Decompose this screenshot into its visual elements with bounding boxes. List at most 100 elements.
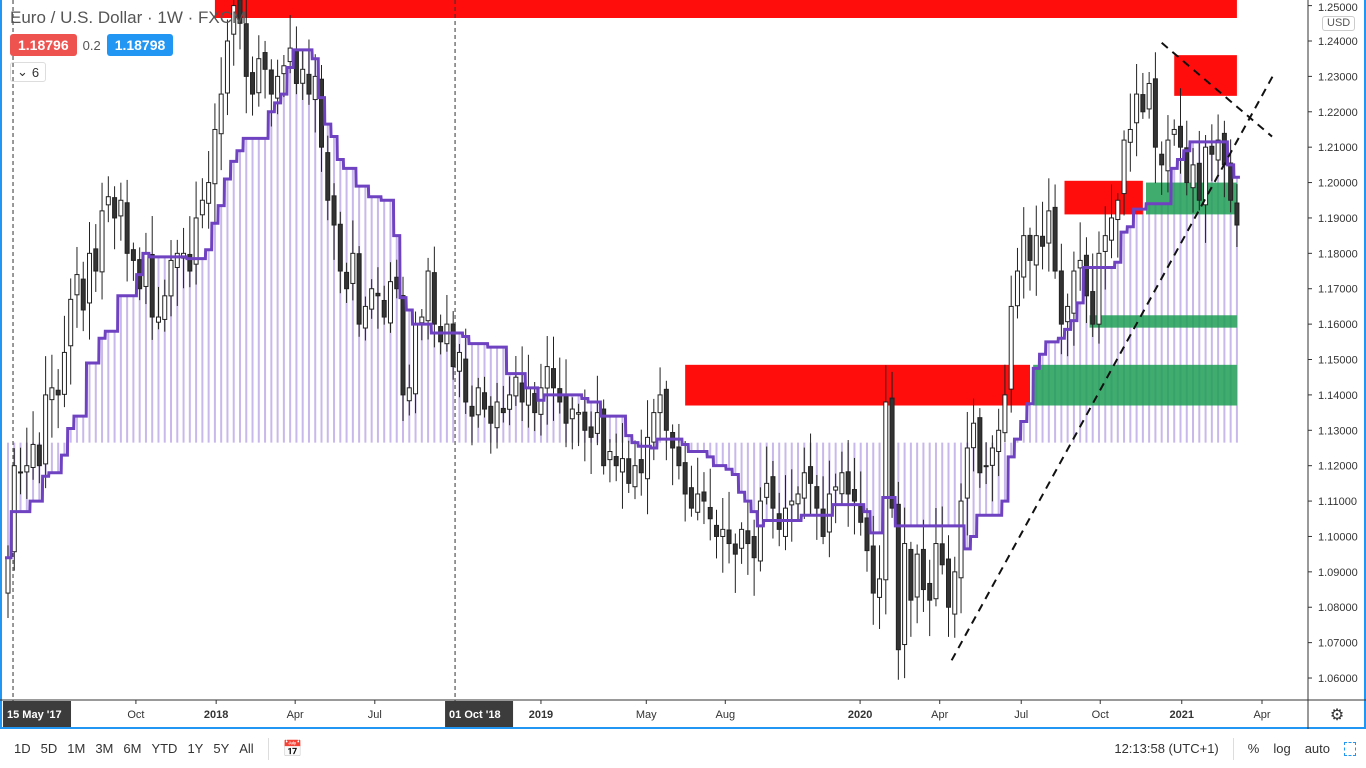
time-tick-label: Oct: [1092, 709, 1109, 721]
time-tick-label: Aug: [715, 709, 735, 721]
chevron-down-icon: ⌄: [17, 64, 28, 79]
range-5d[interactable]: 5D: [40, 741, 58, 756]
candle-up: [199, 199, 205, 216]
auto-toggle[interactable]: auto: [1304, 741, 1330, 756]
candle-down: [93, 248, 99, 272]
candle-up: [1190, 164, 1196, 189]
candle-up: [61, 351, 67, 395]
crosshair-date-badge: [3, 701, 72, 727]
candle-down: [682, 462, 688, 495]
indicator-count: 6: [31, 64, 40, 80]
candle-down: [1027, 234, 1033, 261]
chart-legend: Euro / U.S. Dollar · 1W · FXCM 1.18796 0…: [10, 8, 246, 82]
candle-down: [375, 292, 381, 297]
candle-down: [36, 444, 42, 467]
price-tick-label: 1.08000: [1318, 602, 1358, 614]
candle-up: [1033, 235, 1039, 266]
candle-down: [250, 72, 256, 95]
crosshair-date-badge: [445, 701, 514, 727]
settings-gear-icon[interactable]: ⚙: [1330, 707, 1344, 724]
candle-up: [5, 557, 11, 594]
candle-down: [381, 299, 387, 318]
range-ytd[interactable]: YTD: [151, 741, 178, 756]
fullscreen-icon[interactable]: [1344, 741, 1356, 756]
candle-down: [550, 368, 556, 389]
trend-line[interactable]: [1161, 42, 1273, 138]
price-tick-label: 1.21000: [1318, 142, 1358, 154]
candle-up: [720, 528, 726, 537]
candle-down: [18, 471, 24, 474]
candle-up: [1215, 139, 1221, 161]
range-3m[interactable]: 3M: [95, 741, 114, 756]
buy-price-button[interactable]: 1.18798: [106, 34, 174, 56]
clock-display[interactable]: 12:13:58 (UTC+1): [1114, 741, 1219, 756]
price-tick-label: 1.22000: [1318, 107, 1358, 119]
candle-up: [1077, 259, 1083, 269]
time-tick-label: May: [636, 709, 657, 721]
log-toggle[interactable]: log: [1273, 741, 1291, 756]
range-6m[interactable]: 6M: [123, 741, 142, 756]
supply-zone[interactable]: [685, 364, 1031, 406]
supply-zone[interactable]: [1064, 180, 1143, 215]
time-tick-label: Jul: [368, 709, 382, 721]
demand-zone[interactable]: [1033, 364, 1237, 406]
candle-down: [676, 446, 682, 467]
candle-down: [431, 272, 437, 325]
candle-down: [293, 50, 299, 84]
candle-up: [312, 75, 318, 101]
demand-zone[interactable]: [1089, 315, 1237, 328]
candle-up: [155, 316, 161, 323]
goto-date-icon[interactable]: 📅: [282, 740, 303, 758]
indicators-toggle[interactable]: ⌄ 6: [10, 62, 47, 82]
percent-toggle[interactable]: %: [1247, 741, 1260, 756]
candle-up: [1203, 146, 1209, 206]
candle-up: [989, 447, 995, 466]
candle-down: [845, 471, 851, 495]
candle-down: [1090, 291, 1096, 325]
divider: [267, 737, 269, 760]
range-all[interactable]: All: [239, 741, 254, 756]
candle-down: [582, 411, 588, 431]
candle-down: [500, 407, 506, 414]
price-chart[interactable]: 1.25000 1.24000 1.23000 1.22000 1.21000 1.200…: [0, 0, 1366, 729]
price-tick-label: 1.09000: [1318, 567, 1358, 579]
candle-up: [801, 472, 807, 499]
time-tick-label: 01 Oct '18: [449, 709, 501, 721]
price-tick-label: 1.12000: [1318, 461, 1358, 473]
candle-down: [237, 0, 243, 24]
range-1d[interactable]: 1D: [14, 741, 31, 756]
candle-down: [1040, 235, 1046, 247]
range-5y[interactable]: 5Y: [213, 741, 230, 756]
candle-down: [124, 202, 130, 254]
candle-up: [24, 465, 30, 473]
candle-up: [143, 252, 149, 287]
candle-up: [576, 412, 582, 415]
candle-up: [795, 493, 801, 505]
candle-up: [162, 295, 168, 320]
candle-down: [1083, 254, 1089, 297]
candle-up: [632, 465, 638, 488]
candle-up: [387, 281, 393, 324]
candle-up: [958, 500, 964, 579]
range-1m[interactable]: 1M: [67, 741, 86, 756]
candle-up: [362, 305, 368, 329]
candle-down: [394, 276, 400, 290]
price-tick-label: 1.23000: [1318, 71, 1358, 83]
candle-up: [212, 128, 218, 185]
candle-down: [977, 417, 983, 474]
sell-price-button[interactable]: 1.18796: [10, 34, 77, 56]
price-tick-label: 1.13000: [1318, 425, 1358, 437]
candle-down: [808, 466, 814, 484]
range-1y[interactable]: 1Y: [187, 741, 204, 756]
candle-up: [619, 458, 625, 473]
candle-up: [507, 394, 513, 410]
supply-zone[interactable]: [214, 0, 1237, 18]
candle-up: [657, 394, 663, 414]
candle-down: [187, 253, 193, 272]
bottom-toolbar: 1D 5D 1M 3M 6M YTD 1Y 5Y All 📅 12:13:58 (UTC+1) …: [0, 729, 1366, 768]
candle-up: [87, 252, 93, 304]
price-tick-label: 1.14000: [1318, 390, 1358, 402]
candle-up: [1071, 270, 1077, 314]
currency-label[interactable]: USD: [1322, 16, 1356, 31]
candle-down: [55, 389, 61, 396]
